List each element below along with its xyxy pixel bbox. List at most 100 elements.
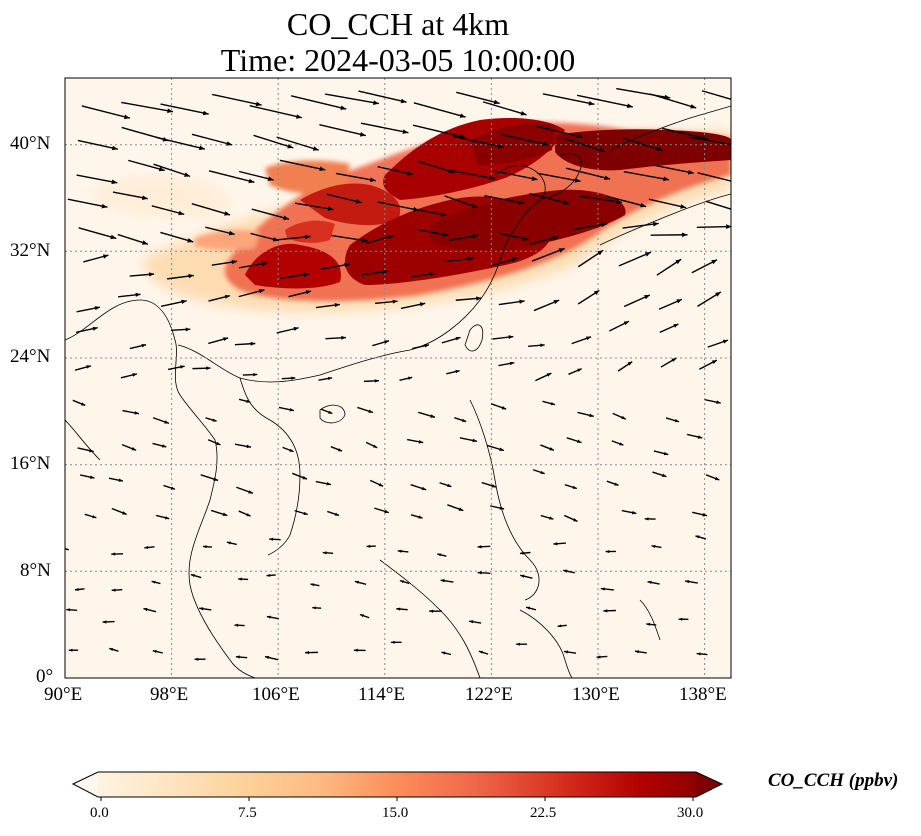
wind-arrowhead <box>447 483 452 487</box>
wind-arrowhead <box>373 100 379 105</box>
wind-arrowhead <box>141 343 147 348</box>
wind-arrowhead <box>92 515 97 519</box>
wind-arrowhead <box>184 172 191 177</box>
wind-vector <box>606 195 647 208</box>
wind-arrowhead <box>319 166 326 172</box>
wind-arrowhead <box>283 215 290 221</box>
wind-vector <box>77 139 118 150</box>
wind-vector <box>529 192 570 205</box>
lon-tick-138: 138°E <box>679 684 727 705</box>
wind-arrowhead <box>577 439 582 443</box>
lon-tick-106: 106°E <box>252 684 300 705</box>
wind-arrowhead <box>378 483 384 487</box>
wind-vector <box>564 137 606 153</box>
wind-arrowhead <box>226 141 233 146</box>
wind-arrowhead <box>291 376 296 380</box>
coastline-indochina-west <box>65 299 256 678</box>
wind-arrowhead <box>716 400 721 404</box>
wind-arrowhead <box>111 552 116 556</box>
wind-arrowhead <box>58 546 62 549</box>
wind-vectors <box>58 87 742 661</box>
wind-arrowhead <box>491 484 497 488</box>
wind-arrowhead <box>614 482 619 486</box>
wind-arrowhead <box>144 545 149 550</box>
wind-arrowhead <box>596 655 601 659</box>
coastline-myanmar <box>65 419 101 461</box>
wind-arrowhead <box>110 234 117 240</box>
wind-arrowhead <box>711 360 717 364</box>
wind-arrowhead <box>384 509 389 514</box>
wind-arrowhead <box>471 203 478 208</box>
coastline-china-east <box>494 165 546 246</box>
wind-arrowhead <box>526 606 531 610</box>
wind-vector <box>358 90 407 103</box>
wind-arrowhead <box>122 511 127 515</box>
wind-arrowhead <box>497 143 504 149</box>
wind-arrowhead <box>589 413 594 418</box>
wind-vector <box>542 93 595 106</box>
wind-vector <box>326 193 362 204</box>
wind-vector <box>191 202 231 216</box>
wind-vector <box>413 102 466 118</box>
wind-arrowhead <box>226 541 231 545</box>
wind-vector <box>212 93 262 106</box>
wind-arrowhead <box>400 98 407 104</box>
wind-arrowhead <box>736 180 742 185</box>
wind-arrowhead <box>472 438 478 443</box>
wind-arrowhead <box>531 176 538 181</box>
wind-arrowhead <box>542 141 549 146</box>
wind-arrowhead <box>540 470 545 474</box>
wind-vector <box>689 136 731 146</box>
wind-vector <box>537 172 581 182</box>
wind-arrowhead <box>599 147 606 153</box>
wind-arrowhead <box>406 171 413 176</box>
wind-vector <box>335 172 376 182</box>
wind-vector <box>76 174 118 184</box>
wind-arrowhead <box>604 175 611 181</box>
wind-arrowhead <box>224 294 230 299</box>
wind-arrowhead <box>576 133 583 139</box>
wind-arrowhead <box>164 516 170 520</box>
wind-arrowhead <box>368 409 373 413</box>
wind-arrowhead <box>328 410 333 414</box>
wind-vector <box>160 103 209 115</box>
wind-arrowhead <box>399 580 404 584</box>
wind-arrowhead <box>327 376 333 381</box>
wind-arrowhead <box>224 211 231 216</box>
wind-vector <box>531 247 565 262</box>
wind-arrowhead <box>605 549 610 554</box>
wind-vector <box>484 194 525 205</box>
wind-arrowhead <box>102 620 107 624</box>
wind-arrowhead <box>353 648 358 652</box>
wind-arrowhead <box>458 507 464 511</box>
wind-vector <box>654 164 694 174</box>
map-frame <box>64 77 732 679</box>
wind-arrowhead <box>631 510 637 515</box>
wind-arrowhead <box>459 113 466 118</box>
wind-arrowhead <box>644 295 650 300</box>
wind-arrowhead <box>203 545 207 549</box>
wind-arrowhead <box>334 303 340 308</box>
wind-arrowhead <box>461 418 467 422</box>
colorbar-extend-low <box>73 772 98 797</box>
title-line-2: Time: 2024-03-05 10:00:00 <box>220 42 576 78</box>
wind-arrowhead <box>676 299 682 304</box>
wind-arrowhead <box>135 292 141 297</box>
wind-arrowhead <box>190 574 195 578</box>
wind-vector <box>536 125 583 138</box>
wind-vector <box>697 172 731 182</box>
wind-arrowhead <box>366 544 371 548</box>
wind-vector <box>160 231 194 243</box>
wind-arrowhead <box>246 399 251 403</box>
wind-vector <box>208 170 255 183</box>
wind-vector <box>452 135 505 148</box>
wind-arrowhead <box>522 236 529 241</box>
wind-arrowhead <box>248 178 255 184</box>
wind-arrowhead <box>418 440 424 444</box>
wind-arrowhead <box>518 200 525 205</box>
wind-vector <box>576 94 633 108</box>
wind-vector <box>648 198 687 209</box>
wind-vector <box>417 160 455 174</box>
wind-arrowhead <box>374 379 379 383</box>
colorbar-outline <box>71 771 724 798</box>
